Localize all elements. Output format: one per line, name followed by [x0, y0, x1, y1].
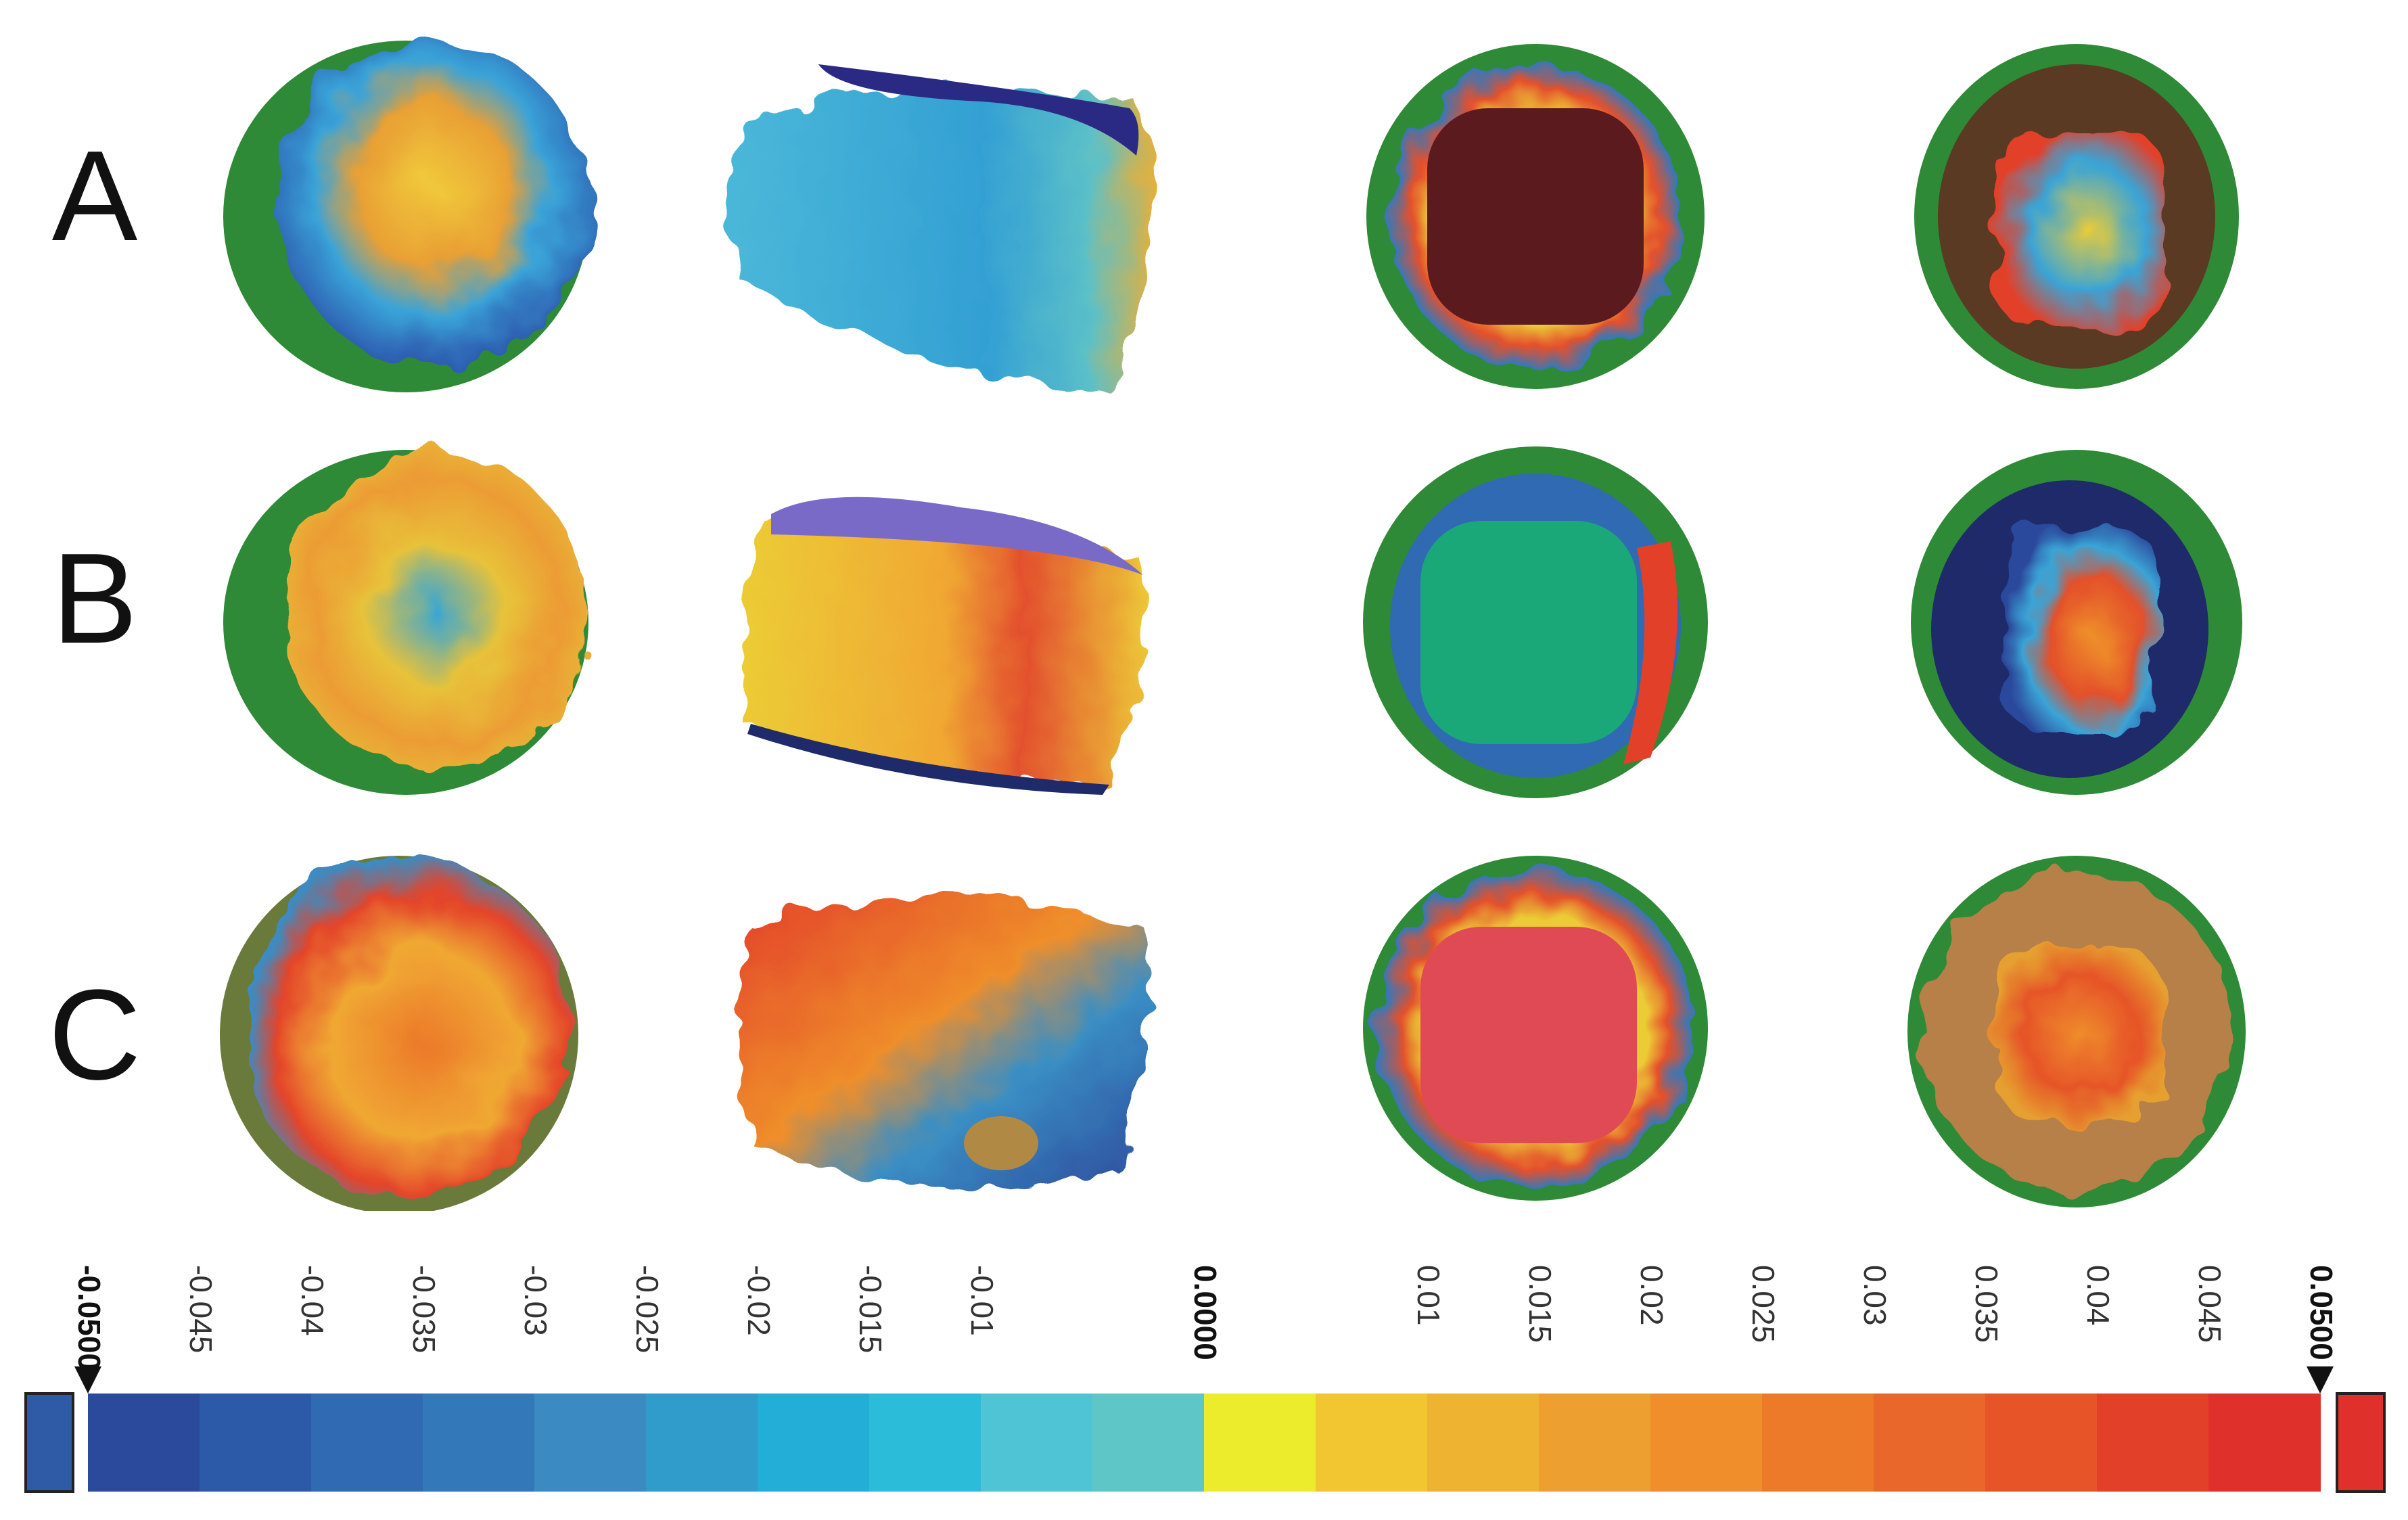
colorbar-tick-label: 0.02: [1634, 1265, 1669, 1326]
crown-c-intaglio-oblique-view: [1907, 856, 2246, 1207]
colorbar-tick-label: -0.045: [183, 1265, 218, 1353]
colorbar-segment: [758, 1394, 870, 1492]
colorbar-tick-label: -0.035: [407, 1265, 442, 1353]
colorbar-segment: [423, 1394, 535, 1492]
colorbar-segment: [311, 1394, 423, 1492]
colorbar-over-swatch: [2336, 1392, 2386, 1493]
colorbar-segment: [1985, 1394, 2098, 1492]
colorbar-tick-label: -0.025: [630, 1265, 665, 1353]
colorbar-segment: [88, 1394, 200, 1492]
row-label-b: B: [52, 527, 138, 670]
colorbar-max-label: 0.0500: [2304, 1265, 2339, 1360]
colorbar-segment: [2208, 1394, 2321, 1492]
colorbar-min-label: -0.0500: [72, 1265, 107, 1371]
colorbar-tick-label: -0.01: [965, 1265, 1000, 1336]
colorbar-segment: [1650, 1394, 1763, 1492]
crown-b-lateral-view: [743, 497, 1147, 795]
colorbar-tick-label: 0.01: [1411, 1265, 1446, 1326]
colorbar-segment: [646, 1394, 758, 1492]
colorbar-segment: [981, 1394, 1093, 1492]
colorbar-tick-label: 0.025: [1746, 1265, 1781, 1343]
crown-c-intaglio-view: [1363, 856, 1708, 1201]
colorbar-tick-label: 0.045: [2192, 1265, 2227, 1343]
colorbar-segment: [1316, 1394, 1428, 1492]
colorbar-tick-label: -0.03: [518, 1265, 553, 1336]
colorbar-segment: [200, 1394, 312, 1492]
colorbar-segment: [1762, 1394, 1874, 1492]
crown-a-lateral-view: [728, 64, 1155, 392]
colorbar-under-swatch: [24, 1392, 74, 1493]
crown-c-lateral-view: [737, 896, 1149, 1189]
deviation-colorbar: -0.0500 -0.045 -0.04 -0.035 -0.03 -0.025 -0.02…: [24, 1265, 2386, 1493]
crown-b-occlusal-view: [223, 450, 588, 795]
colorbar-tick-label: 0.035: [1969, 1265, 2004, 1343]
crown-a-intaglio-oblique-view: [1914, 44, 2239, 389]
colorbar-segment: [869, 1394, 981, 1492]
colorbar-segment: [1874, 1394, 1986, 1492]
deviation-map-figure: A B C: [48, 41, 2246, 1211]
colorbar-tick-label: 0.015: [1523, 1265, 1558, 1343]
colorbar-tick-label: -0.015: [853, 1265, 888, 1353]
colorbar-segment: [1204, 1394, 1316, 1492]
crown-c-occlusal-view: [220, 856, 578, 1211]
crown-b-intaglio-view: [1363, 446, 1708, 798]
colorbar-segment: [1427, 1394, 1539, 1492]
crown-a-intaglio-view: [1366, 44, 1705, 389]
crown-a-occlusal-view: [223, 41, 588, 392]
max-marker-icon: [2307, 1366, 2334, 1394]
colorbar-segment: [1539, 1394, 1651, 1492]
colorbar-tick-label: 0.03: [1857, 1265, 1893, 1326]
colorbar-segment: [534, 1394, 647, 1492]
crown-b-intaglio-oblique-view: [1911, 450, 2242, 795]
colorbar-segment: [2097, 1394, 2209, 1492]
colorbar-tick-label: 0.04: [2081, 1265, 2116, 1326]
row-label-a: A: [52, 124, 138, 268]
row-label-c: C: [48, 963, 141, 1107]
colorbar-tick-label: -0.02: [741, 1265, 777, 1336]
colorbar-zero-label: 0.0000: [1188, 1265, 1223, 1360]
colorbar-segment: [1092, 1394, 1205, 1492]
colorbar-tick-label: -0.04: [295, 1265, 330, 1336]
min-marker-icon: [74, 1366, 101, 1394]
